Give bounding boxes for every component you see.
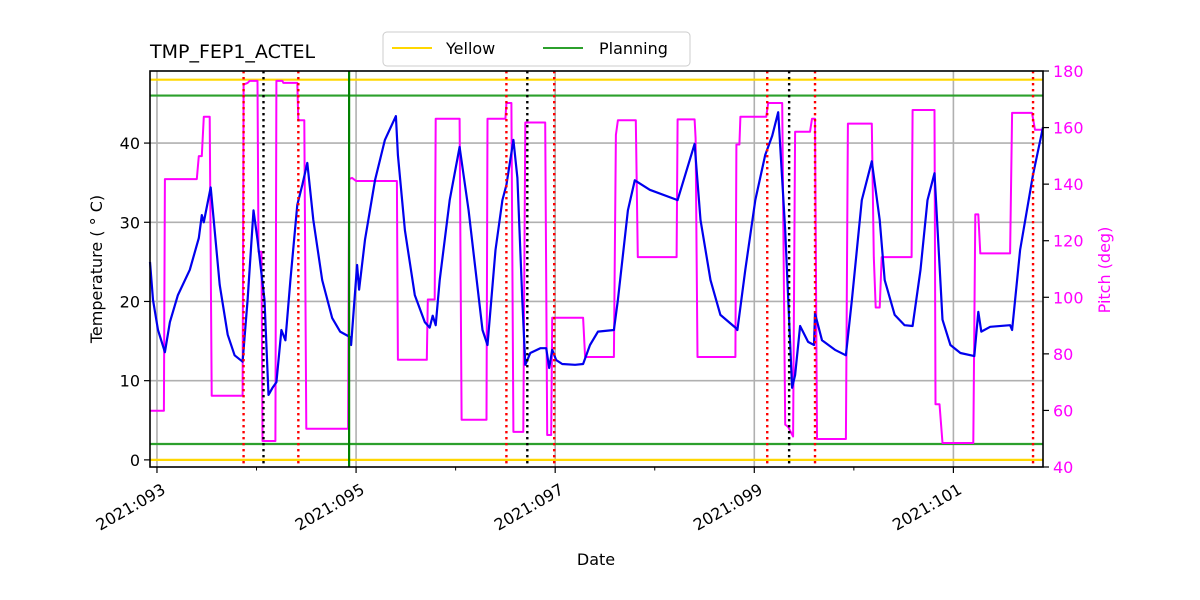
y2-tick-label: 40 <box>1053 458 1073 477</box>
vertical-markers <box>242 71 1035 467</box>
x-axis-title: Date <box>577 550 615 569</box>
chart-title: TMP_FEP1_ACTEL <box>149 41 315 63</box>
legend-yellow-label: Yellow <box>445 39 495 58</box>
y2-axis-ticks: 40 60 80 100 120 140 160 180 <box>1043 62 1084 477</box>
y2-tick-label: 160 <box>1053 119 1084 138</box>
legend-box <box>382 31 691 67</box>
data-series <box>148 79 1045 444</box>
y2-tick-label: 60 <box>1053 401 1073 420</box>
pitch-line <box>150 79 1043 444</box>
plot-frame <box>149 70 1044 468</box>
y-tick-label: 30 <box>120 213 140 232</box>
y2-tick-label: 80 <box>1053 345 1073 364</box>
temperature-line <box>148 111 1045 396</box>
y2-tick-label: 140 <box>1053 175 1084 194</box>
legend: Yellow Planning <box>382 31 691 67</box>
y-tick-label: 20 <box>120 292 140 311</box>
legend-planning-label: Planning <box>599 39 668 58</box>
y-tick-label: 10 <box>120 372 140 391</box>
y2-tick-label: 100 <box>1053 288 1084 307</box>
y-tick-label: 0 <box>130 451 140 470</box>
y-axis-ticks: 0 10 20 30 40 <box>120 134 150 470</box>
y-tick-label: 40 <box>120 134 140 153</box>
y-axis-title: Temperature ( ° C) <box>87 195 106 344</box>
y2-tick-label: 180 <box>1053 62 1084 81</box>
y2-axis-title: Pitch (deg) <box>1095 227 1114 314</box>
y2-tick-label: 120 <box>1053 232 1084 251</box>
